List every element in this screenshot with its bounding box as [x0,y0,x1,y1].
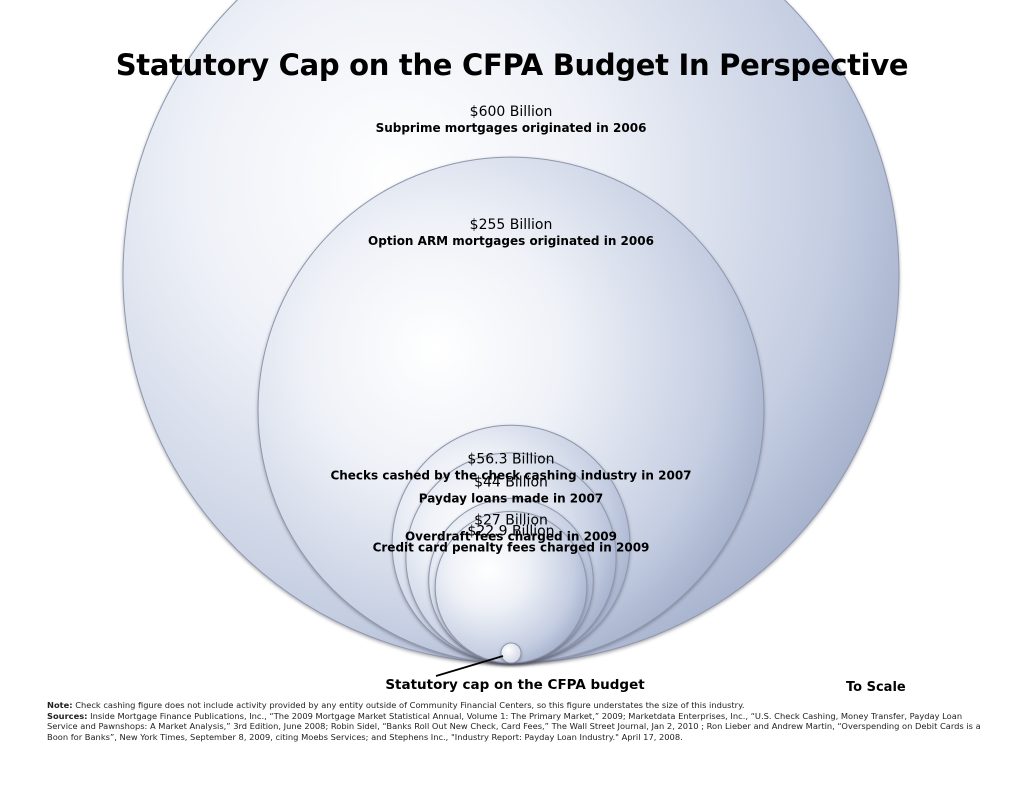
sources-text: Inside Mortgage Finance Publications, In… [47,710,981,742]
description-label: Payday loans made in 2007 [419,491,603,505]
note-label: Note: [47,700,73,710]
description-label: Credit card penalty fees charged in 2009 [373,541,650,555]
value-label: $22.9 Billion [467,524,554,540]
value-label: $44 Billion [474,474,548,490]
description-label: Subprime mortgages originated in 2006 [376,121,647,135]
sources-line: Sources: Inside Mortgage Finance Publica… [47,711,982,743]
value-label: $27 Billion [474,513,548,529]
sources-label: Sources: [47,710,88,721]
footnotes: Note: Check cashing figure does not incl… [47,700,982,742]
scale-note: To Scale [846,680,906,695]
callout-label: Statutory cap on the CFPA budget [385,677,645,693]
bubble-statutory-cap [500,642,522,664]
callout-pointer-line [435,655,504,677]
value-label: $255 Billion [470,217,553,233]
note-line: Note: Check cashing figure does not incl… [47,700,982,711]
note-text: Check cashing figure does not include ac… [75,700,745,710]
value-label: $56.3 Billion [467,451,554,467]
description-label: Option ARM mortgages originated in 2006 [368,234,654,248]
chart-title: Statutory Cap on the CFPA Budget In Pers… [115,48,909,82]
value-label: $600 Billion [470,104,553,120]
description-label: Overdraft fees charged in 2009 [405,530,617,544]
description-label: Checks cashed by the check cashing indus… [330,468,691,482]
